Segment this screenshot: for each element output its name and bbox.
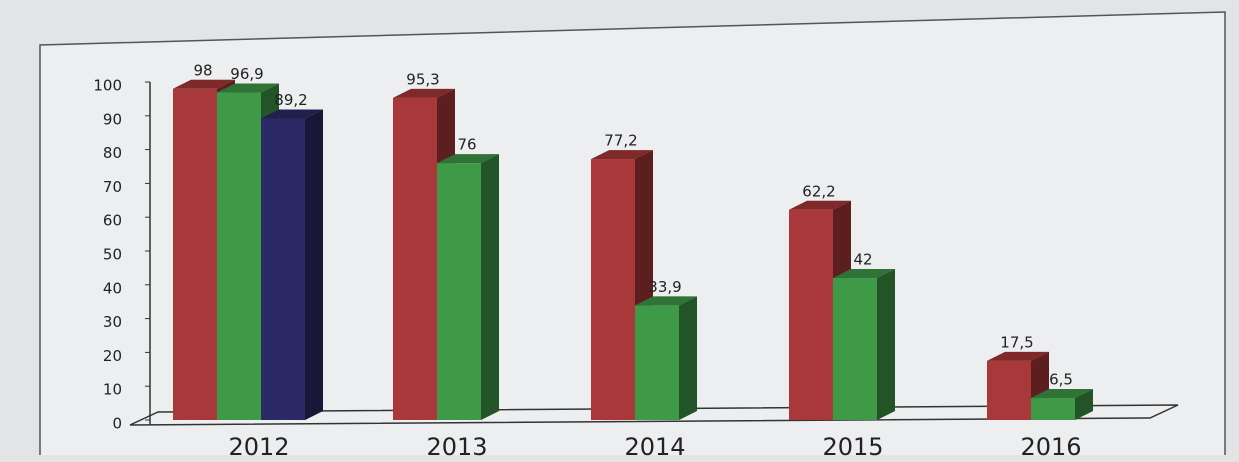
y-tick-label: 50 (103, 246, 122, 264)
bar-top-shade (437, 154, 499, 164)
bar-side-shade (305, 109, 323, 420)
bar-top (173, 79, 235, 89)
bar-top-shade (591, 150, 653, 160)
bar-side (877, 269, 895, 420)
bar-top-shade (393, 88, 455, 98)
y-tick-label: 80 (103, 144, 122, 162)
bar-side-shade (481, 154, 499, 420)
bar (217, 92, 261, 420)
y-tick-label: 40 (103, 279, 122, 297)
bar (789, 209, 833, 420)
value-label: 96,9 (230, 65, 263, 83)
value-label: 62,2 (802, 182, 835, 200)
bar (173, 88, 217, 420)
value-label: 42 (853, 251, 872, 269)
bar (393, 97, 437, 421)
bar-top-shade (173, 79, 235, 89)
x-tick-label: 2013 (426, 433, 487, 461)
y-tick-label: 70 (103, 178, 122, 196)
bar (635, 305, 679, 420)
value-label: 17,5 (1000, 333, 1033, 351)
value-label: 95,3 (406, 70, 439, 88)
bar-side-shade (1075, 389, 1093, 420)
value-label: 33,9 (648, 278, 681, 296)
bar-side (1075, 389, 1093, 420)
bar-top-shade (635, 296, 697, 306)
bar (1031, 398, 1075, 420)
bar-top (833, 269, 895, 279)
bar (987, 360, 1031, 420)
bar-top (591, 150, 653, 160)
y-tick-label: 30 (103, 313, 122, 331)
x-tick-label: 2015 (822, 433, 883, 461)
bar-top (1031, 389, 1093, 399)
y-tick-label: 20 (103, 347, 122, 365)
bar (437, 163, 481, 420)
bar-top-shade (261, 109, 323, 119)
x-tick-label: 2012 (228, 433, 289, 461)
bar-side-shade (679, 296, 697, 420)
bar-top-shade (789, 200, 851, 210)
bar-top-shade (1031, 389, 1093, 399)
value-label: 76 (457, 136, 476, 154)
y-tick-label: 90 (103, 110, 122, 128)
bar-side-shade (877, 269, 895, 420)
bar-top (437, 154, 499, 164)
y-tick-label: 0 (112, 415, 122, 433)
value-label: 89,2 (274, 91, 307, 109)
value-label: 77,2 (604, 132, 637, 150)
bar-top (789, 200, 851, 210)
bar-top-shade (217, 83, 279, 93)
value-label: 6,5 (1049, 371, 1073, 389)
bar-top (261, 109, 323, 119)
x-tick-label: 2014 (624, 433, 685, 461)
bar-top-shade (833, 269, 895, 279)
floor (129, 404, 1179, 426)
bar-top (217, 83, 279, 93)
bar-top (987, 351, 1049, 361)
bar (833, 278, 877, 420)
bar-top (393, 88, 455, 98)
y-tick-label: 60 (103, 212, 122, 230)
bar-top-shade (987, 351, 1049, 361)
bar-top (635, 296, 697, 306)
y-tick-label: 100 (93, 77, 122, 95)
bar-side (679, 296, 697, 420)
x-tick-label: 2016 (1020, 433, 1081, 461)
y-tick-label: 10 (103, 381, 122, 399)
bar (261, 118, 305, 420)
bar (591, 159, 635, 420)
bar-side (305, 109, 323, 420)
bar-side (481, 154, 499, 420)
value-label: 98 (193, 61, 212, 79)
